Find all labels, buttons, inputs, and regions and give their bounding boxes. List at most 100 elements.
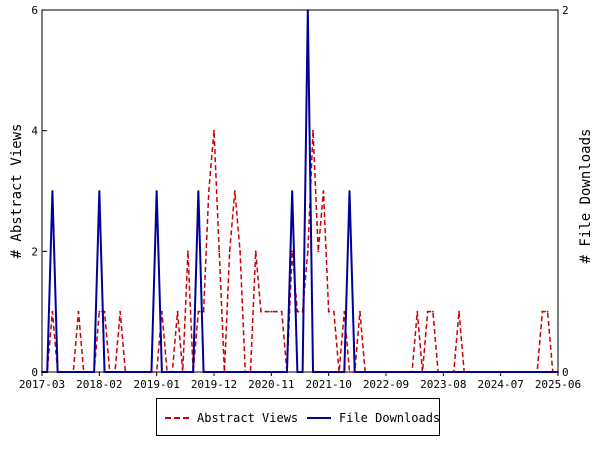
series-point-abstract-views xyxy=(176,310,179,313)
series-point-abstract-views xyxy=(541,310,544,313)
series-point-abstract-views xyxy=(119,310,122,313)
x-axis-tick-label: 2019-12 xyxy=(191,378,237,391)
series-point-abstract-views xyxy=(233,190,236,192)
series-point-file-downloads xyxy=(150,371,153,373)
series-point-file-downloads xyxy=(437,371,440,373)
legend-label-abstract-views: Abstract Views xyxy=(197,411,299,425)
series-point-file-downloads xyxy=(265,371,268,373)
series-point-file-downloads xyxy=(249,371,252,373)
series-point-file-downloads xyxy=(468,371,471,373)
legend-item-file-downloads: File Downloads xyxy=(307,410,440,426)
series-point-file-downloads xyxy=(244,371,247,373)
series-point-file-downloads xyxy=(82,371,85,373)
series-point-file-downloads xyxy=(359,371,361,373)
series-point-file-downloads xyxy=(312,371,314,373)
series-point-file-downloads xyxy=(72,371,75,373)
series-point-file-downloads xyxy=(416,371,419,373)
x-axis-tick-label: 2021-10 xyxy=(305,378,351,391)
left-axis-title: # Abstract Views xyxy=(9,124,25,259)
series-point-abstract-views xyxy=(218,250,221,253)
series-point-file-downloads xyxy=(458,371,460,373)
series-point-file-downloads xyxy=(291,190,294,192)
series-point-file-downloads xyxy=(192,371,195,373)
series-point-file-downloads xyxy=(374,371,377,373)
series-point-file-downloads xyxy=(515,371,518,373)
series-point-file-downloads xyxy=(166,371,168,373)
series-point-file-downloads xyxy=(338,371,340,373)
series-point-abstract-views xyxy=(426,310,429,313)
series-point-file-downloads xyxy=(421,371,424,373)
series-point-file-downloads xyxy=(473,371,476,373)
series-point-file-downloads xyxy=(134,371,137,373)
series-point-abstract-views xyxy=(103,310,106,313)
series-point-file-downloads xyxy=(108,371,111,373)
series-point-file-downloads xyxy=(296,371,299,373)
series-point-file-downloads xyxy=(400,371,403,373)
right-axis-title: # File Downloads xyxy=(578,129,594,264)
series-point-file-downloads xyxy=(510,371,512,373)
legend-label-file-downloads: File Downloads xyxy=(339,411,441,425)
series-line-file-downloads xyxy=(42,9,558,373)
series-point-abstract-views xyxy=(228,250,231,253)
series-point-file-downloads xyxy=(301,371,304,373)
left-axis-tick-label: 4 xyxy=(31,125,38,138)
series-point-file-downloads xyxy=(306,9,309,11)
series-point-abstract-views xyxy=(280,310,283,313)
series-point-abstract-views xyxy=(254,250,257,253)
series-point-abstract-views xyxy=(98,310,101,313)
series-point-abstract-views xyxy=(458,310,460,313)
series-point-file-downloads xyxy=(395,371,398,373)
series-point-abstract-views xyxy=(432,310,434,313)
series-point-abstract-views xyxy=(359,310,361,313)
x-axis-tick-label: 2022-09 xyxy=(363,378,409,391)
x-axis-tick-label: 2018-02 xyxy=(76,378,122,391)
x-axis-tick-label: 2025-06 xyxy=(535,378,581,391)
series-point-file-downloads xyxy=(114,371,116,373)
left-axis-tick-label: 6 xyxy=(31,4,38,17)
series-point-file-downloads xyxy=(536,371,539,373)
series-point-file-downloads xyxy=(260,371,262,373)
series-point-abstract-views xyxy=(260,310,262,313)
series-point-abstract-views xyxy=(275,310,278,313)
series-point-file-downloads xyxy=(452,371,455,373)
series-point-file-downloads xyxy=(56,371,59,373)
series-point-file-downloads xyxy=(176,371,179,373)
series-point-file-downloads xyxy=(463,371,466,373)
series-point-file-downloads xyxy=(51,190,54,192)
x-axis-tick-label: 2017-03 xyxy=(19,378,65,391)
axis-layer: 0 2 4 6 0 2 2017-03 2018-02 2019-01 2019-12 2020-1… xyxy=(19,4,581,391)
series-point-abstract-views xyxy=(202,310,205,313)
legend: Abstract Views File Downloads xyxy=(156,398,440,436)
x-axis-tick-label: 2019-01 xyxy=(133,378,179,391)
series-point-abstract-views xyxy=(213,129,215,132)
series-point-file-downloads xyxy=(411,371,413,373)
series-point-abstract-views xyxy=(239,250,241,253)
series-point-file-downloads xyxy=(489,371,492,373)
series-point-abstract-views xyxy=(306,250,309,253)
legend-swatch-file-downloads xyxy=(307,417,331,419)
series-point-file-downloads xyxy=(61,371,64,373)
series-point-file-downloads xyxy=(239,371,241,373)
series-point-abstract-views xyxy=(322,190,325,192)
series-point-file-downloads xyxy=(343,371,346,373)
series-point-abstract-views xyxy=(291,250,294,253)
series-point-file-downloads xyxy=(93,371,96,373)
series-point-file-downloads xyxy=(275,371,278,373)
series-point-file-downloads xyxy=(124,371,127,373)
series-point-abstract-views xyxy=(296,310,299,313)
series-point-file-downloads xyxy=(155,190,158,192)
series-point-abstract-views xyxy=(160,310,163,313)
series-point-file-downloads xyxy=(171,371,174,373)
series-point-file-downloads xyxy=(119,371,122,373)
series-point-file-downloads xyxy=(254,371,257,373)
series-point-file-downloads xyxy=(332,371,335,373)
x-axis-tick-label: 2024-07 xyxy=(477,378,523,391)
series-point-file-downloads xyxy=(228,371,231,373)
legend-item-abstract-views: Abstract Views xyxy=(165,410,298,426)
series-point-file-downloads xyxy=(520,371,523,373)
series-point-file-downloads xyxy=(160,371,163,373)
series-layer xyxy=(41,9,559,373)
series-point-abstract-views xyxy=(51,310,54,313)
series-point-file-downloads xyxy=(390,371,393,373)
